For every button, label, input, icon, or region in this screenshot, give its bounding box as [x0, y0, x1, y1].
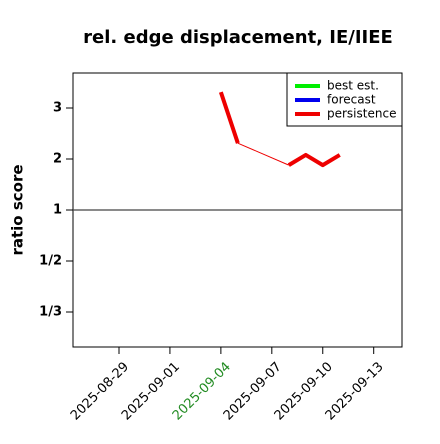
y-axis-label: ratio score — [9, 164, 27, 255]
gap-connector — [237, 142, 289, 166]
y-tick-label: 1 — [53, 203, 62, 218]
legend-label: best est. — [327, 79, 379, 93]
series-line — [218, 91, 341, 168]
y-tick-label: 1/2 — [39, 254, 62, 269]
y-tick-label: 1/3 — [39, 305, 62, 320]
legend-label: forecast — [327, 93, 376, 107]
y-tick-label: 2 — [53, 151, 62, 166]
chart-title: rel. edge displacement, IE/IIEE — [83, 27, 393, 48]
legend-label: persistence — [327, 107, 396, 121]
y-tick-label: 3 — [53, 100, 62, 115]
